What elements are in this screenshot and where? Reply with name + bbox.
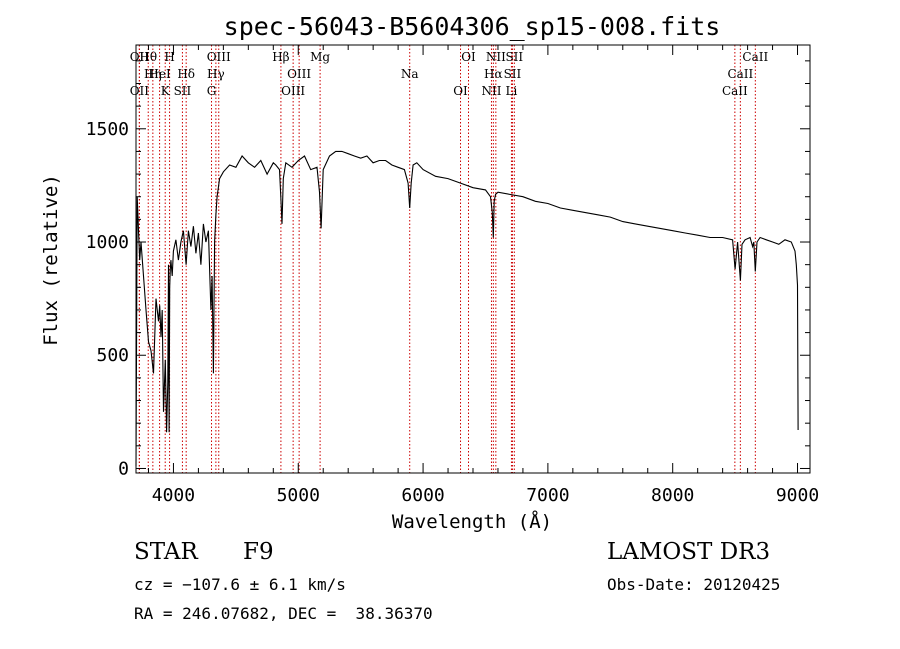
object-class: STAR <box>134 539 198 565</box>
object-subclass: F9 <box>243 539 274 565</box>
x-tick-label: 4000 <box>152 485 195 506</box>
spectral-line-label: K <box>161 84 171 98</box>
spectral-line-label: OII <box>130 50 150 64</box>
plot-frame <box>135 44 811 474</box>
spectral-line-label: CaII <box>742 50 768 64</box>
spectral-line-label: SII <box>504 67 522 81</box>
spectral-line-label: Na <box>401 67 419 81</box>
y-tick-label: 1500 <box>86 119 129 140</box>
spectral-line-label: Mg <box>310 50 330 64</box>
x-tick-label: 8000 <box>651 485 694 506</box>
spectral-line-label: NII <box>481 84 501 98</box>
spectral-line-label: OIII <box>207 50 231 64</box>
spectral-line-label: Hβ <box>272 50 289 64</box>
x-tick-label: 6000 <box>401 485 444 506</box>
spectral-line-label: Hγ <box>207 67 225 81</box>
spectral-line-label: OI <box>461 50 476 64</box>
y-tick-label: 500 <box>96 345 129 366</box>
spectral-line-label: SII <box>505 50 523 64</box>
obs-date: Obs-Date: 20120425 <box>607 575 781 594</box>
spectral-line-label: Hη <box>144 67 162 81</box>
spectral-line-label: G <box>207 84 217 98</box>
y-tick-label: 0 <box>118 458 129 479</box>
y-tick-label: 1000 <box>86 232 129 253</box>
axis-ticks <box>136 45 810 473</box>
spectral-line-label: SII <box>174 84 192 98</box>
x-tick-label: 9000 <box>776 485 819 506</box>
x-axis-label: Wavelength (Å) <box>392 510 552 533</box>
chart-title: spec-56043-B5604306_sp15-008.fits <box>224 12 721 41</box>
spectral-line-label: OI <box>453 84 468 98</box>
spectral-line-label: CaII <box>722 84 748 98</box>
spectral-line-labels: Hθ Hη OII OII HeI K HHδ SII OIII Hγ G Hβ OIII OIII Mg N… <box>130 50 769 98</box>
spectral-line-label: Li <box>506 84 518 98</box>
spectral-line-label: HeI <box>148 67 171 81</box>
x-tick-label: 7000 <box>526 485 569 506</box>
spectral-line-label: Hθ <box>139 50 157 64</box>
axis-tick-labels: 4000 5000 6000 7000 8000 9000 0 500 1000 1500 <box>86 119 820 506</box>
x-tick-label: 5000 <box>277 485 320 506</box>
spectral-line-label: OII <box>130 84 150 98</box>
spectral-line-label: Hδ <box>177 67 195 81</box>
flux-series-line <box>135 150 799 467</box>
spectral-line-label: Hα <box>484 67 503 81</box>
survey-name: LAMOST DR3 <box>607 539 771 565</box>
spectral-line-markers <box>138 45 756 473</box>
spectral-line-label: NII <box>486 50 506 64</box>
y-axis-label: Flux (relative) <box>40 174 62 346</box>
spectral-line-label: H <box>164 50 174 64</box>
spectral-line-label: OIII <box>287 67 311 81</box>
redshift-text: cz = −107.6 ± 6.1 km/s <box>134 575 346 594</box>
coordinates: RA = 246.07682, DEC = 38.36370 <box>134 604 433 623</box>
spectral-line-label: CaII <box>727 67 753 81</box>
spectral-line-label: OIII <box>281 84 305 98</box>
